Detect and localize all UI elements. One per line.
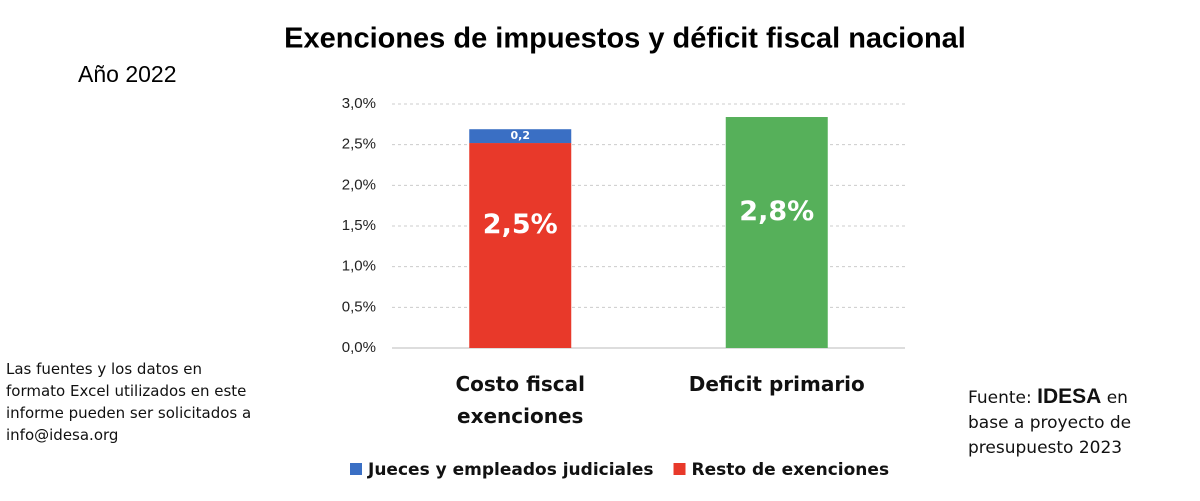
- value-label: 2,5%: [483, 209, 558, 240]
- y-tick-label: 3,0%: [342, 95, 376, 112]
- chart-title: Exenciones de impuestos y déficit fiscal…: [284, 23, 966, 55]
- legend-swatch: [673, 463, 686, 475]
- chart-subtitle: Año 2022: [78, 61, 176, 87]
- y-tick-label: 2,0%: [342, 176, 376, 193]
- value-label: 0,2: [511, 129, 531, 142]
- note: Las fuentes y los datos en formato Excel…: [6, 360, 252, 444]
- x-tick-label: Costo fiscal exenciones: [455, 372, 586, 428]
- bar-segment: [469, 129, 572, 144]
- legend-swatch: [350, 463, 362, 475]
- y-tick-label: 1,0%: [342, 258, 376, 275]
- y-tick-label: 0,5%: [342, 298, 376, 315]
- y-tick-label: 1,5%: [342, 217, 376, 234]
- source-suffix: en base a proyecto de presupuesto 2023: [968, 388, 1132, 458]
- source: Fuente: IDESA en base a proyecto de pres…: [968, 384, 1168, 461]
- source-brand: IDESA: [1037, 385, 1102, 408]
- y-tick-label: 0,0%: [342, 339, 376, 356]
- bar-segment: [469, 143, 572, 348]
- bar-segment: [725, 117, 828, 348]
- value-label: 2,8%: [739, 196, 814, 227]
- legend-label: Resto de exenciones: [692, 460, 890, 480]
- x-tick-label: Deficit primario: [688, 372, 865, 396]
- legend-label: Jueces y empleados judiciales: [367, 460, 654, 480]
- y-tick-label: 2,5%: [342, 136, 376, 153]
- source-prefix: Fuente:: [968, 388, 1032, 408]
